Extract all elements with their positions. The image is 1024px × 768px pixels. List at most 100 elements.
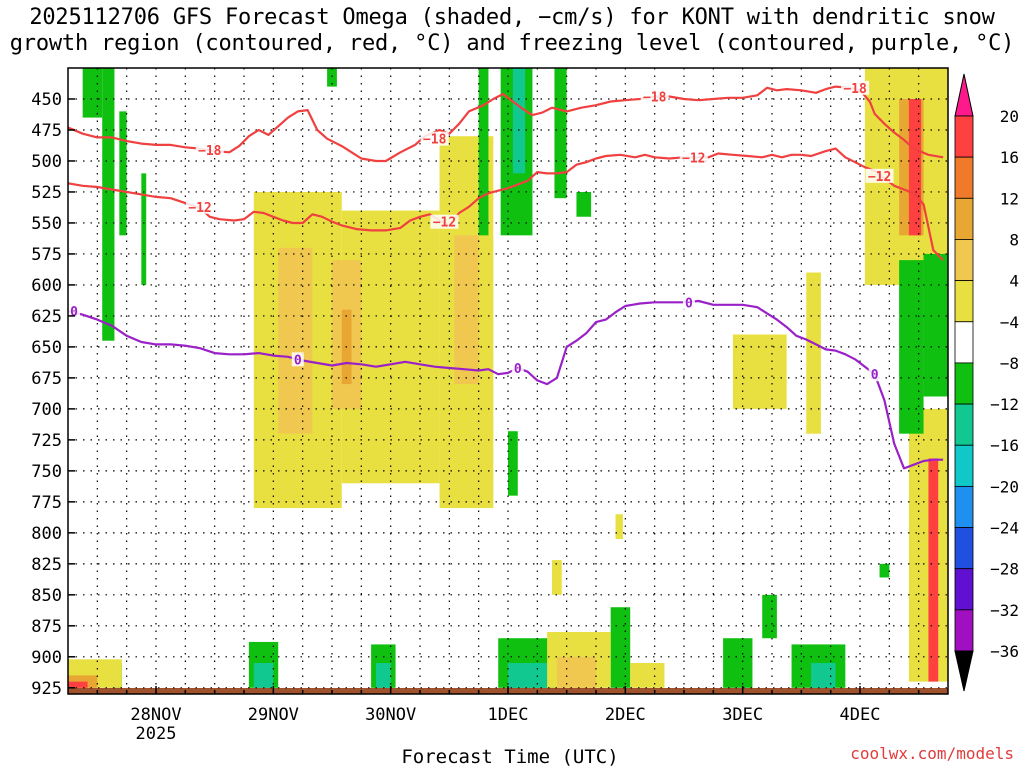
contour-label: 0 bbox=[871, 368, 879, 383]
x-tick-label: 28NOV bbox=[130, 705, 181, 725]
omega-region bbox=[512, 68, 526, 174]
contour-lines bbox=[67, 85, 944, 470]
contour-label: −18 bbox=[198, 144, 222, 159]
contour-label-bg bbox=[865, 168, 894, 183]
x-tick-sublabel: 2025 bbox=[136, 724, 177, 744]
colorbar-segment bbox=[954, 156, 974, 199]
y-tick-label: 825 bbox=[31, 555, 62, 575]
y-tick-label: 875 bbox=[31, 617, 62, 637]
omega-region bbox=[278, 247, 313, 434]
omega-region bbox=[102, 68, 115, 341]
y-tick-label: 450 bbox=[31, 90, 62, 110]
y-tick-label: 475 bbox=[31, 121, 62, 141]
contour-label: −12 bbox=[188, 201, 211, 216]
y-tick-label: 525 bbox=[31, 183, 62, 203]
x-axis-title: Forecast Time (UTC) bbox=[401, 746, 619, 768]
y-tick-label: 850 bbox=[31, 586, 62, 606]
colorbar-segment bbox=[954, 444, 974, 487]
contour-label: −18 bbox=[423, 133, 447, 148]
x-tick-label: 1DEC bbox=[488, 705, 529, 725]
y-tick-label: 675 bbox=[31, 369, 62, 389]
colorbar-label: −32 bbox=[990, 601, 1019, 620]
contour-label-bg bbox=[68, 303, 80, 318]
y-tick-label: 550 bbox=[31, 214, 62, 234]
contour-label-bg bbox=[682, 295, 695, 310]
omega-region bbox=[508, 663, 548, 688]
contour-label: 0 bbox=[685, 296, 693, 311]
contour-label-bg bbox=[640, 89, 669, 104]
x-tick-label: 30NOV bbox=[365, 705, 416, 725]
y-tick-label: 650 bbox=[31, 338, 62, 358]
x-tick-label: 29NOV bbox=[248, 705, 299, 725]
omega-region bbox=[478, 68, 489, 236]
contour-label-bg bbox=[511, 360, 524, 375]
y-tick-label: 600 bbox=[31, 276, 62, 296]
omega-region bbox=[615, 514, 623, 540]
omega-region bbox=[119, 111, 127, 236]
contour-label: −18 bbox=[843, 82, 867, 97]
y-tick-label: 575 bbox=[31, 245, 62, 265]
colorbar-segment bbox=[954, 197, 974, 240]
contour-label-bg bbox=[291, 352, 304, 367]
omega-region bbox=[68, 681, 88, 688]
omega-region bbox=[811, 663, 836, 688]
omega-region bbox=[253, 663, 274, 688]
contour-line bbox=[67, 299, 944, 470]
omega-region bbox=[732, 334, 787, 409]
omega-region bbox=[576, 191, 592, 217]
colorbar-label: −4 bbox=[1000, 313, 1019, 332]
colorbar-segment bbox=[954, 239, 974, 282]
contour-label-bg bbox=[841, 80, 870, 95]
colorbar-segment bbox=[954, 280, 974, 323]
contour-label-bg bbox=[430, 214, 459, 229]
contour-label: −12 bbox=[868, 170, 891, 185]
omega-region bbox=[908, 98, 922, 236]
chart-title-line-2: growth region (contoured, red, °C) and f… bbox=[9, 31, 1015, 56]
omega-region bbox=[508, 431, 518, 496]
colorbar-segment bbox=[954, 568, 974, 611]
colorbar-segment bbox=[954, 362, 974, 405]
omega-region bbox=[454, 235, 479, 385]
omega-region bbox=[806, 272, 821, 434]
colorbar-label: 4 bbox=[1009, 272, 1019, 291]
omega-region bbox=[723, 638, 753, 688]
omega-region bbox=[879, 563, 890, 578]
y-tick-label: 925 bbox=[31, 679, 62, 699]
colorbar-top-arrow bbox=[954, 73, 974, 117]
y-tick-label: 775 bbox=[31, 493, 62, 513]
y-tick-label: 900 bbox=[31, 648, 62, 668]
contour-label-bg bbox=[420, 131, 449, 146]
omega-regions bbox=[68, 68, 948, 688]
colorbar-label: −16 bbox=[990, 436, 1019, 455]
colorbar-label: −28 bbox=[990, 560, 1019, 579]
omega-region bbox=[923, 253, 948, 397]
y-tick-label: 800 bbox=[31, 524, 62, 544]
colorbar-label: −24 bbox=[990, 519, 1019, 538]
contour-line bbox=[67, 85, 944, 163]
y-tick-label: 725 bbox=[31, 431, 62, 451]
colorbar-segment bbox=[954, 321, 974, 364]
y-tick-label: 700 bbox=[31, 400, 62, 420]
contour-line bbox=[67, 147, 944, 261]
contour-label: −18 bbox=[643, 91, 667, 106]
contour-label: 0 bbox=[294, 353, 302, 368]
colorbar-label: 12 bbox=[1000, 189, 1019, 208]
x-tick-label: 3DEC bbox=[722, 705, 763, 725]
chart-title-line-1: 2025112706 GFS Forecast Omega (shaded, −… bbox=[29, 5, 995, 30]
omega-region bbox=[556, 656, 596, 688]
omega-region bbox=[928, 458, 939, 682]
omega-region bbox=[327, 68, 337, 87]
y-tick-label: 625 bbox=[31, 307, 62, 327]
x-tick-label: 4DEC bbox=[840, 705, 881, 725]
colorbar-segment bbox=[954, 485, 974, 528]
colorbar-segment bbox=[954, 527, 974, 570]
omega-region bbox=[82, 68, 103, 118]
omega-region bbox=[762, 594, 777, 639]
colorbar-label: −12 bbox=[990, 395, 1019, 414]
contour-label-bg bbox=[868, 367, 881, 382]
colorbar-label: −36 bbox=[990, 642, 1019, 661]
omega-region bbox=[610, 607, 631, 688]
colorbar-label: −8 bbox=[1000, 354, 1019, 373]
